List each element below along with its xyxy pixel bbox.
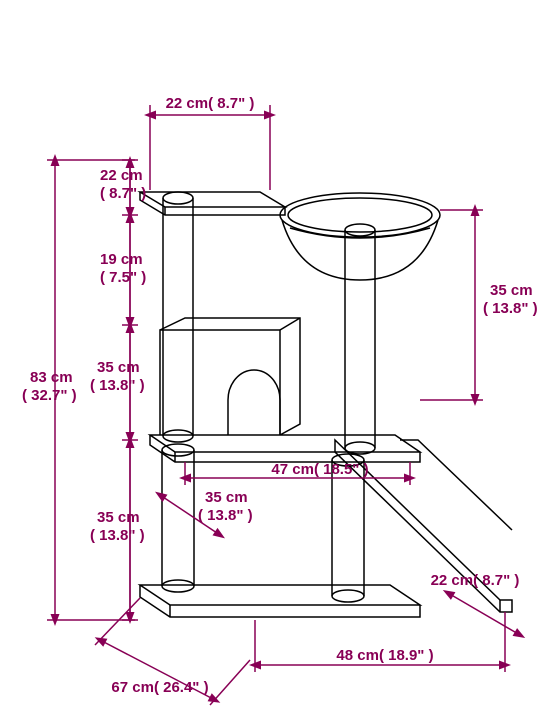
dim-left-35c: 35 cm [97,509,140,526]
dim-left-19-b: ( 7.5" ) [100,269,146,286]
dim-r35a: 35 cm [490,282,533,299]
dim-left-22-a: 22 cm [100,167,143,184]
dim-top-22: 22 cm( 8.7" ) [166,95,255,112]
dim-47: 47 cm( 18.5" ) [271,461,368,478]
dim-48: 48 cm( 18.9" ) [336,647,433,664]
dim-left-35b: ( 13.8" ) [90,377,145,394]
dim-left-35a: 35 cm [97,359,140,376]
product-outline [140,192,512,617]
dim-83a: 83 cm [30,369,73,386]
dim-m35b: ( 13.8" ) [198,507,253,524]
dim-br22: 22 cm( 8.7" ) [431,572,520,589]
dim-m35a: 35 cm [205,489,248,506]
dim-left-35d: ( 13.8" ) [90,527,145,544]
dim-r35b: ( 13.8" ) [483,300,538,317]
dim-67: 67 cm( 26.4" ) [111,679,208,696]
dim-left-22-b: ( 8.7" ) [100,185,146,202]
dim-left-19-a: 19 cm [100,251,143,268]
dimension-diagram: 22 cm( 8.7" ) 22 cm ( 8.7" ) 19 cm ( 7.5… [0,0,540,720]
dim-83b: ( 32.7" ) [22,387,77,404]
